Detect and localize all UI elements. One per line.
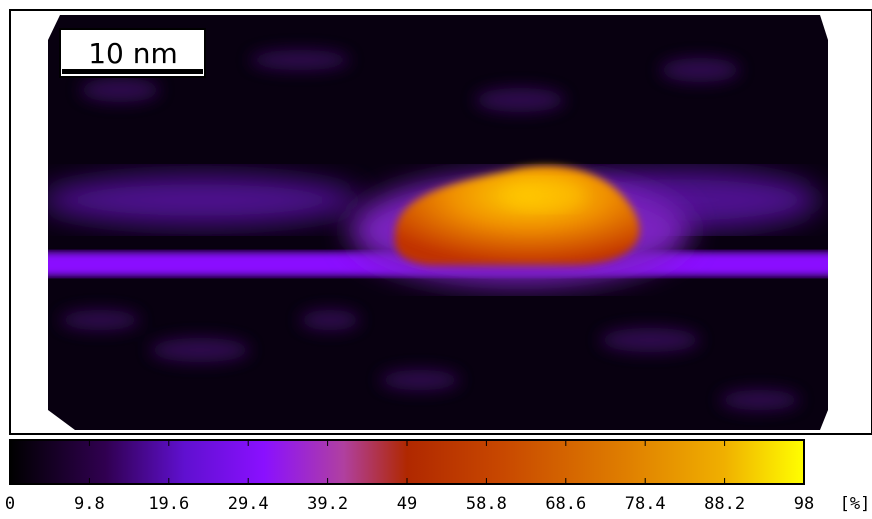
colorbar-tick-label: 19.6	[148, 494, 189, 514]
colorbar-tick-label: 39.2	[307, 494, 348, 514]
colorbar-tick-label: 88.2	[704, 494, 745, 514]
colorbar-tick-label: 49	[397, 494, 417, 514]
colorbar-tick-label: 9.8	[74, 494, 105, 514]
colorbar-tick-label: 98	[794, 494, 814, 514]
scale-bar-label: 10 nm	[88, 37, 178, 70]
colorbar	[10, 440, 804, 484]
figure: 10 nm [%] 0 9.8 19.6 29.4 39.2 49 58.8 68.6 78.4…	[0, 0, 872, 519]
colorbar-tick-label: 58.8	[466, 494, 507, 514]
colorbar-tick-label: 78.4	[625, 494, 666, 514]
scale-bar: 10 nm	[60, 29, 205, 77]
colorbar-tick-label: 0	[5, 494, 15, 514]
colorbar-tick-label: 68.6	[545, 494, 586, 514]
colorbar-tick-label: 29.4	[228, 494, 269, 514]
colorbar-unit: [%]	[840, 494, 871, 514]
